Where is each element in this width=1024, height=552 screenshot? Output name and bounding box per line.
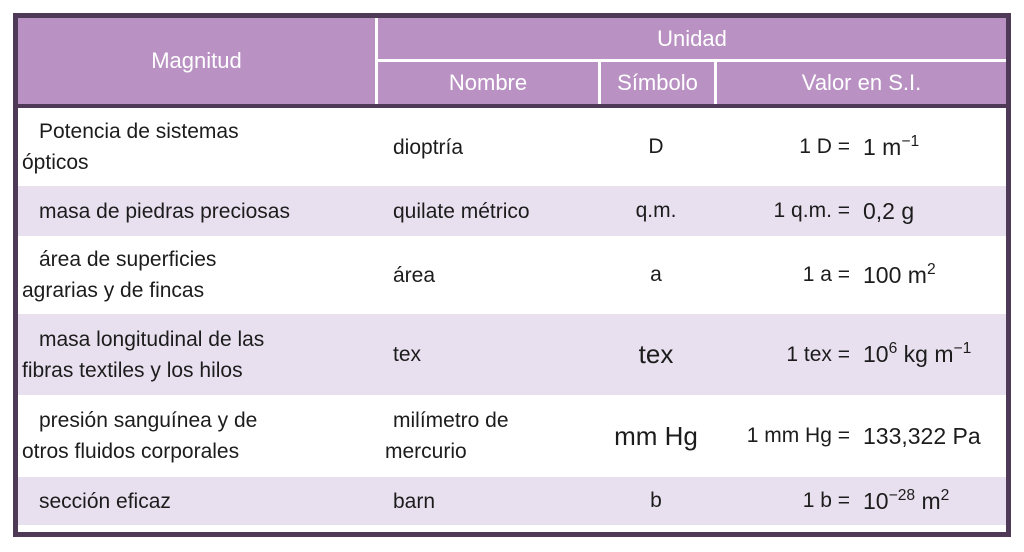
si-equation-left: 1 tex = <box>786 342 850 366</box>
si-value-cell: 1 a = 100 m2 <box>714 236 1006 314</box>
magnitud-cell: masa longitudinal de las fibras textiles… <box>18 314 375 395</box>
si-value-cell: 1 q.m. = 0,2 g <box>714 186 1006 236</box>
header-unidad: Unidad <box>378 18 1006 62</box>
magnitud-text: sección eficaz <box>39 489 171 513</box>
header-valor-si: Valor en S.I. <box>714 62 1006 104</box>
unit-symbol-cell: mm Hg <box>614 420 698 451</box>
unit-name-cell: quilate métrico <box>375 186 598 236</box>
unit-name-text: milímetro de mercurio <box>385 409 509 463</box>
table-body: Potencia de sistemas ópticos dioptría D … <box>18 108 1006 532</box>
table-row: masa de piedras preciosas quilate métric… <box>18 186 1006 236</box>
si-equation-value: 0,2 g <box>863 197 915 224</box>
si-value-cell: 1 mm Hg = 133,322 Pa <box>714 395 1006 477</box>
magnitud-cell: sección eficaz <box>18 477 375 525</box>
unit-name-cell: área <box>375 236 598 314</box>
header-nombre: Nombre <box>448 70 528 95</box>
unit-name-cell: barn <box>375 477 598 525</box>
si-value-cell: 1 b = 10−28 m2 <box>714 477 1006 525</box>
unit-name-text: tex <box>393 343 422 366</box>
si-value-cell: 1 D = 1 m−1 <box>714 108 1006 186</box>
si-equation-value: 1 m−1 <box>863 132 920 160</box>
magnitud-cell: masa de piedras preciosas <box>18 186 375 236</box>
magnitud-text: masa longitudinal de las fibras textiles… <box>22 327 265 382</box>
si-equation-left: 1 D = <box>799 135 850 158</box>
unit-name-text: barn <box>393 489 436 513</box>
unit-name-cell: tex <box>375 314 598 395</box>
magnitud-cell: Potencia de sistemas ópticos <box>18 108 375 186</box>
unit-symbol-cell: b <box>650 489 662 512</box>
si-value-cell: 1 tex = 106 kg m−1 <box>714 314 1006 395</box>
unit-name-cell: milímetro de mercurio <box>375 395 598 477</box>
table-row: Potencia de sistemas ópticos dioptría D … <box>18 108 1006 186</box>
header-simbolo: Símbolo <box>598 62 714 104</box>
header-unidad-group: Unidad Nombre Símbolo Valor en S.I. <box>375 18 1006 104</box>
magnitud-text: Potencia de sistemas ópticos <box>22 120 239 174</box>
table-row: presión sanguínea y de otros fluidos cor… <box>18 395 1006 477</box>
si-equation-value: 133,322 Pa <box>863 422 981 449</box>
table-row: masa longitudinal de las fibras textiles… <box>18 314 1006 395</box>
magnitud-cell: presión sanguínea y de otros fluidos cor… <box>18 395 375 477</box>
table-header: Magnitud Unidad Nombre Símbolo Valor en … <box>18 18 1006 108</box>
magnitud-cell: área de superficies agrarias y de fincas <box>18 236 375 314</box>
table-row: área de superficies agrarias y de fincas… <box>18 236 1006 314</box>
unit-symbol-cell: tex <box>638 339 674 369</box>
magnitud-text: masa de piedras preciosas <box>39 199 290 223</box>
unit-symbol-cell: D <box>648 135 664 158</box>
units-table: Magnitud Unidad Nombre Símbolo Valor en … <box>13 13 1011 537</box>
si-equation-value: 100 m2 <box>863 260 936 288</box>
si-equation-value: 10−28 m2 <box>863 486 950 514</box>
si-equation-value: 106 kg m−1 <box>863 340 972 367</box>
magnitud-text: área de superficies agrarias y de fincas <box>22 248 217 302</box>
si-equation-left: 1 b = <box>802 489 850 512</box>
si-equation-left: 1 mm Hg = <box>746 424 850 447</box>
table-row: sección eficaz barn b 1 b = 10−28 m2 <box>18 477 1006 525</box>
unit-name-text: dioptría <box>393 135 464 159</box>
si-equation-left: 1 a = <box>802 263 850 286</box>
unit-name-cell: dioptría <box>375 108 598 186</box>
header-magnitud: Magnitud <box>151 48 242 73</box>
unit-name-text: área <box>393 263 436 287</box>
unit-symbol-cell: q.m. <box>635 199 677 222</box>
unit-name-text: quilate métrico <box>393 199 530 223</box>
magnitud-text: presión sanguínea y de otros fluidos cor… <box>22 409 258 463</box>
unit-symbol-cell: a <box>650 263 662 286</box>
header-subrow: Nombre Símbolo Valor en S.I. <box>378 62 1006 104</box>
si-equation-left: 1 q.m. = <box>773 199 850 222</box>
